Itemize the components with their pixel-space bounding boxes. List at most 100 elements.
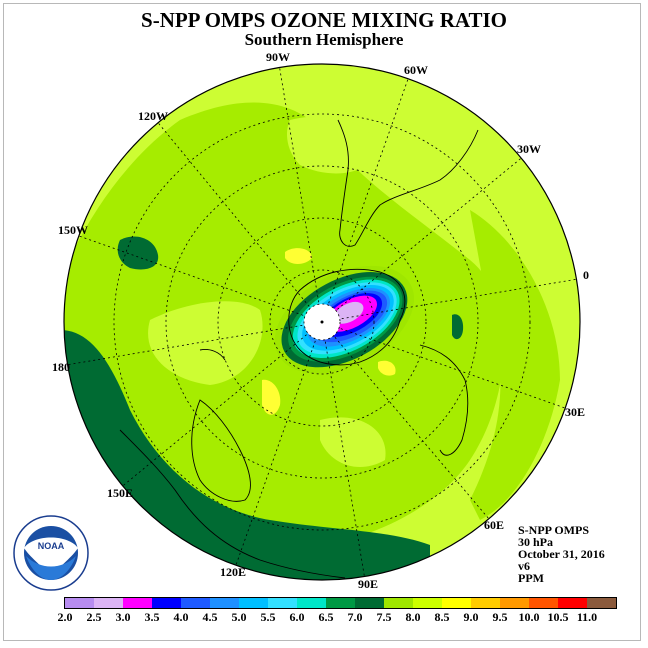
colorbar-swatch <box>152 598 181 608</box>
colorbar-swatch <box>181 598 210 608</box>
product-info: S-NPP OMPS 30 hPa October 31, 2016 v6 PP… <box>518 524 605 584</box>
ozone-field <box>64 64 580 580</box>
field-light-patch-west <box>148 301 263 385</box>
colorbar-swatch <box>471 598 500 608</box>
colorbar-swatch <box>239 598 268 608</box>
field-dark-green-blob <box>117 236 159 270</box>
noaa-logo: NOAA <box>13 515 89 591</box>
lon-label-150e: 150E <box>107 486 134 500</box>
info-instrument: S-NPP OMPS <box>518 523 589 537</box>
lon-label-120w: 120W <box>138 109 168 123</box>
continent-outlines <box>119 119 479 579</box>
info-level: 30 hPa <box>518 535 554 549</box>
indian-ocean-coast <box>119 429 346 579</box>
info-version: v6 <box>518 559 530 573</box>
lon-label-120e: 120E <box>220 565 247 579</box>
colorbar-tick-label: 6.0 <box>289 610 305 624</box>
noaa-logo-text: NOAA <box>38 541 65 551</box>
colorbar-tick-label: 6.5 <box>318 610 334 624</box>
colorbar-swatch <box>355 598 384 608</box>
colorbar-swatch <box>442 598 471 608</box>
colorbar-swatch <box>384 598 413 608</box>
lon-label-60w: 60W <box>404 63 428 77</box>
colorbar-swatch <box>500 598 529 608</box>
colorbar-swatch <box>529 598 558 608</box>
map-title: S-NPP OMPS OZONE MIXING RATIO <box>141 8 507 32</box>
colorbar-tick-label: 4.5 <box>202 610 218 624</box>
colorbar <box>64 597 617 609</box>
vortex-ring-2-5 <box>333 301 364 324</box>
colorbar-swatch <box>413 598 442 608</box>
colorbar-swatch <box>123 598 152 608</box>
new-zealand-outline <box>199 349 226 361</box>
colorbar-tick-label: 7.5 <box>376 610 392 624</box>
field-yellow-spot-3 <box>378 360 396 376</box>
latitude-circle-2 <box>217 217 427 427</box>
info-date: October 31, 2016 <box>518 547 605 561</box>
noaa-logo-wave <box>26 556 76 580</box>
lon-label-150w: 150W <box>58 223 88 237</box>
meridian-30w <box>321 154 526 323</box>
map-border <box>63 63 581 581</box>
lon-label-0: 0 <box>583 268 589 282</box>
south-pole-point <box>320 320 324 324</box>
lon-label-30w: 30W <box>517 142 541 156</box>
lon-label-90e: 90E <box>358 577 379 591</box>
ozone-vortex <box>274 265 415 374</box>
colorbar-tick-label: 9.5 <box>492 610 508 624</box>
field-light-patch-south <box>320 417 386 468</box>
colorbar-tick-label: 2.0 <box>57 610 73 624</box>
lon-label-180: 180 <box>52 360 70 374</box>
meridian-0 <box>321 278 579 323</box>
noaa-logo-bird <box>24 537 78 580</box>
colorbar-tick-label: 11.0 <box>576 610 598 624</box>
meridian-90w <box>278 64 323 323</box>
colorbar-tick-label: 9.0 <box>463 610 479 624</box>
lon-label-30e: 30E <box>565 405 586 419</box>
figure-frame <box>3 3 641 641</box>
lon-label-60e: 60E <box>484 518 505 532</box>
colorbar-tick-label: 8.5 <box>434 610 450 624</box>
field-yellow-spot-2 <box>285 248 312 264</box>
colorbar-tick-label: 10.5 <box>547 610 569 624</box>
map-subtitle: Southern Hemisphere <box>244 30 404 49</box>
colorbar-tick-labels: 2.0 2.5 3.0 3.5 4.0 4.5 5.0 5.5 6.0 6.5 7.0 7.5 8.0 8… <box>0 610 648 624</box>
colorbar-swatch <box>210 598 239 608</box>
field-dark-green-small <box>452 314 464 340</box>
lon-label-90w: 90W <box>266 50 290 64</box>
field-light-patch-north <box>287 116 380 174</box>
colorbar-tick-label: 5.5 <box>260 610 276 624</box>
field-lime-east <box>470 210 560 520</box>
colorbar-tick-label: 2.5 <box>86 610 102 624</box>
colorbar-swatch <box>65 598 94 608</box>
info-units: PPM <box>518 571 544 585</box>
colorbar-tick-label: 4.0 <box>173 610 189 624</box>
field-lime-region <box>64 102 504 549</box>
latitude-circle-4 <box>113 113 531 531</box>
meridian-180 <box>65 321 323 366</box>
meridian-60e <box>321 321 490 520</box>
australia-outline <box>191 399 251 502</box>
meridian-150e <box>118 321 323 490</box>
colorbar-swatch <box>558 598 587 608</box>
colorbar-swatch <box>94 598 123 608</box>
africa-outline <box>419 344 469 456</box>
field-yellow-spot-1 <box>262 379 281 415</box>
meridian-90e <box>321 321 366 580</box>
graticule <box>65 64 579 580</box>
colorbar-tick-label: 7.0 <box>347 610 363 624</box>
meridian-120w <box>154 118 323 323</box>
colorbar-tick-label: 8.0 <box>405 610 421 624</box>
colorbar-swatch <box>587 598 616 608</box>
colorbar-swatch <box>297 598 326 608</box>
colorbar-tick-label: 3.0 <box>115 610 131 624</box>
south-america-outline <box>337 119 479 247</box>
pole-mask-outline <box>303 303 341 341</box>
colorbar-tick-label: 5.0 <box>231 610 247 624</box>
latitude-circle-1 <box>269 269 375 375</box>
colorbar-swatch <box>326 598 355 608</box>
latitude-circle-3 <box>165 165 479 479</box>
colorbar-tick-label: 3.5 <box>144 610 160 624</box>
colorbar-tick-label: 10.0 <box>518 610 540 624</box>
